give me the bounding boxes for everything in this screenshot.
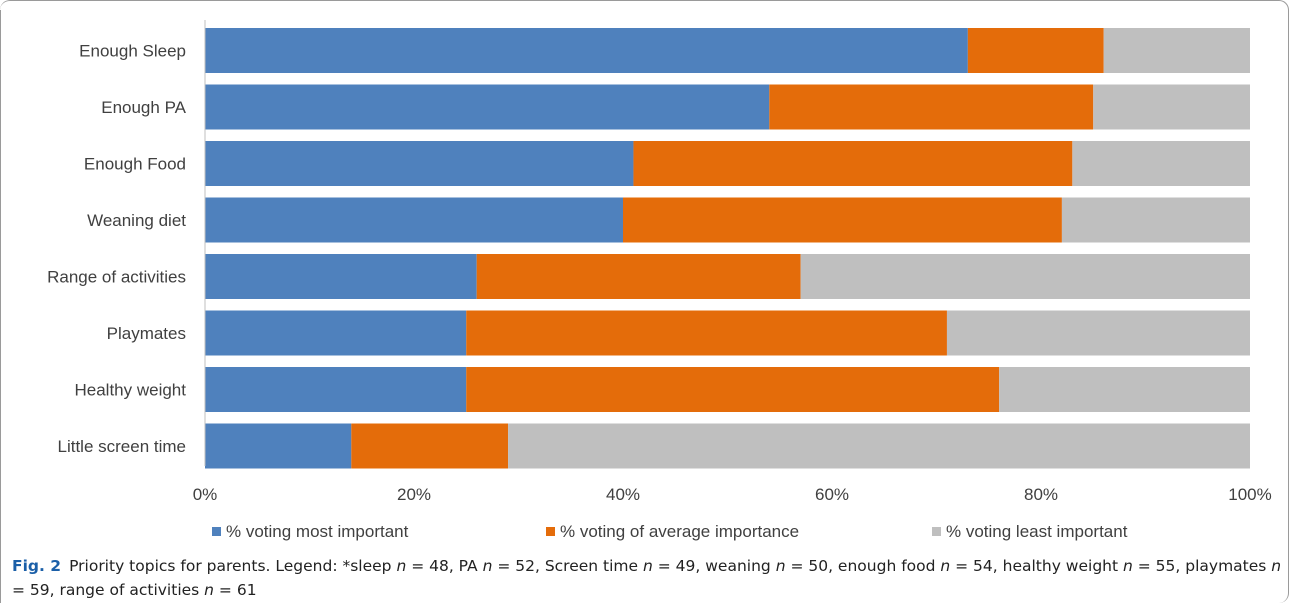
caption-n-symbol: n — [204, 581, 214, 599]
category-label: Little screen time — [58, 437, 187, 456]
bar-segment-1 — [205, 423, 352, 469]
caption-fragment: Priority topics for parents. Legend: *sl… — [69, 557, 397, 575]
x-tick-label: 0% — [193, 485, 218, 504]
caption-fragment: = 61 — [214, 581, 257, 599]
legend-swatch — [932, 527, 941, 536]
category-label: Playmates — [107, 324, 186, 343]
bar-segment-3 — [1093, 84, 1250, 130]
category-label: Enough PA — [101, 98, 186, 117]
caption-fragment: = 55, playmates — [1132, 557, 1272, 575]
bar-segment-2 — [633, 141, 1073, 186]
category-label: Weaning diet — [87, 211, 186, 230]
category-label: Healthy weight — [74, 381, 186, 400]
caption-n-symbol: n — [1123, 557, 1133, 575]
x-tick-label: 60% — [815, 485, 849, 504]
bar-segment-3 — [1072, 141, 1250, 186]
figure-label: Fig. 2 — [12, 557, 62, 575]
category-label: Enough Food — [84, 155, 186, 174]
bar-segment-3 — [508, 423, 1250, 469]
figure-caption: Fig. 2 Priority topics for parents. Legen… — [12, 554, 1282, 602]
bar-segment-1 — [205, 197, 623, 243]
figure-frame-left — [0, 10, 1, 603]
bar-segment-3 — [946, 310, 1250, 356]
bar-segment-1 — [205, 141, 634, 186]
bar-segment-3 — [800, 254, 1250, 299]
x-tick-label: 100% — [1228, 485, 1271, 504]
bar-segment-1 — [205, 310, 467, 356]
caption-fragment: = 48, PA — [406, 557, 483, 575]
legend-swatch — [212, 527, 221, 536]
bar-segment-2 — [967, 28, 1104, 73]
stacked-bar-chart: Enough Sleep Enough PA Enough Food Weaning … — [47, 20, 1272, 541]
bar-segment-3 — [1061, 197, 1250, 243]
bar-segment-1 — [205, 28, 968, 73]
caption-fragment: = 52, Screen time — [492, 557, 643, 575]
caption-n-symbol: n — [643, 557, 653, 575]
caption-n-symbol: n — [482, 557, 493, 575]
bar-segment-1 — [205, 367, 467, 412]
caption-fragment: = 59, range of activities — [12, 581, 205, 599]
bar-segment-1 — [205, 84, 770, 130]
caption-n-symbol: n — [396, 557, 407, 575]
bar-segment-2 — [351, 423, 509, 469]
x-tick-label: 80% — [1024, 485, 1058, 504]
caption-n-symbol: n — [775, 557, 786, 575]
bar-segment-2 — [623, 197, 1062, 243]
bar-segment-2 — [769, 84, 1094, 130]
x-tick-label: 40% — [606, 485, 640, 504]
bar-segment-2 — [466, 367, 1000, 412]
bar-segment-3 — [999, 367, 1250, 412]
bar-segment-3 — [1103, 28, 1250, 73]
legend-swatch — [546, 527, 555, 536]
legend-label: % voting of average importance — [560, 522, 799, 541]
x-tick-label: 20% — [397, 485, 431, 504]
bar-segment-2 — [476, 254, 801, 299]
bar-segment-2 — [466, 310, 947, 356]
legend-label: % voting least important — [946, 522, 1128, 541]
caption-fragment: = 49, weaning — [652, 557, 776, 575]
category-label: Range of activities — [47, 268, 186, 287]
legend-label: % voting most important — [226, 522, 409, 541]
caption-text: Priority topics for parents. Legend: *sl… — [12, 557, 1281, 599]
caption-fragment: = 54, healthy weight — [950, 557, 1123, 575]
caption-n-symbol: n — [940, 557, 951, 575]
category-label: Enough Sleep — [79, 42, 186, 61]
caption-n-symbol: n — [1271, 557, 1282, 575]
caption-fragment: = 50, enough food — [785, 557, 941, 575]
bar-segment-1 — [205, 254, 477, 299]
